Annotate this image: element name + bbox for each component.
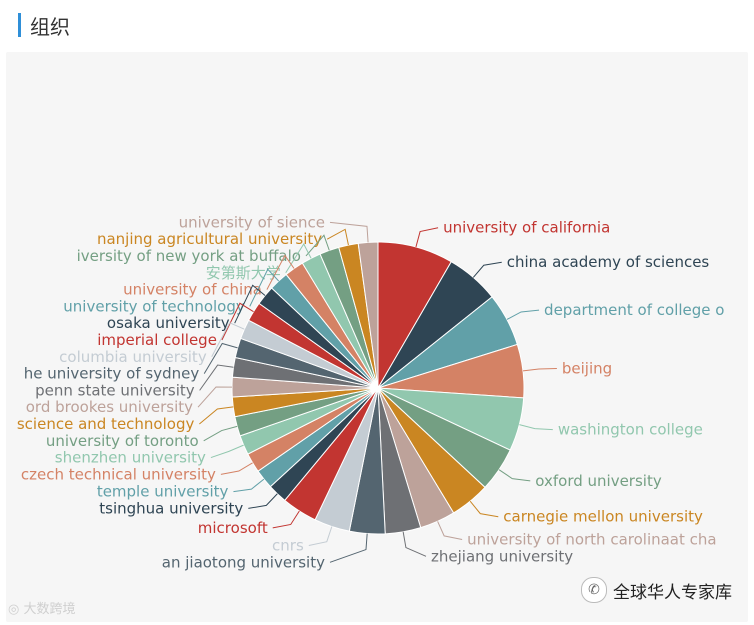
pie-label-line: [305, 234, 330, 257]
pie-label-line: [197, 386, 233, 408]
pie-label: cnrs: [272, 536, 304, 554]
pie-label: shenzhen university: [55, 449, 206, 467]
pie-label: osaka university: [107, 314, 230, 332]
pie-label: columbia university: [59, 348, 207, 366]
pie-label-line: [266, 254, 295, 290]
pie-label-line: [308, 526, 333, 546]
pie-label-line: [210, 444, 244, 459]
pie-label-line: [498, 469, 531, 482]
pie-label: oxford university: [535, 472, 662, 490]
pie-slices: [231, 241, 525, 535]
pie-label-line: [329, 221, 369, 243]
pie-label-line: [221, 302, 254, 341]
pie-label: microsoft: [198, 519, 268, 537]
pie-label-line: [199, 364, 234, 391]
watermark-right: ✆ 全球华人专家库: [581, 577, 732, 603]
watermark-left-text: 大数跨境: [23, 602, 76, 617]
pie-label-line: [234, 284, 266, 324]
pie-label: imperial college: [97, 331, 217, 349]
pie-label-line: [522, 368, 557, 372]
pie-label: zhejiang university: [431, 547, 573, 565]
pie-label-line: [329, 533, 368, 563]
pie-label-line: [472, 261, 502, 278]
section-accent-bar: [18, 13, 21, 37]
pie-label-line: [249, 268, 280, 307]
pie-label: science and technology: [17, 415, 195, 433]
pie-label: university of toronto: [46, 432, 199, 450]
pie-label: university of california: [443, 219, 610, 237]
pie-label: department of college o: [544, 301, 724, 319]
section-title: 组织: [30, 14, 70, 39]
pie-label: he university of sydney: [24, 365, 200, 383]
pie-label: ord brookes university: [26, 398, 193, 416]
weibo-icon: ◎: [8, 602, 20, 617]
pie-label-line: [272, 510, 300, 529]
pie-label-line: [285, 243, 312, 274]
pie-label-line: [199, 406, 234, 425]
pie-label: an jiaotong university: [162, 553, 325, 571]
pie-label: czech technical university: [21, 465, 216, 483]
section-header: 组织: [18, 10, 70, 40]
pie-label-line: [220, 462, 253, 475]
pie-labels: university of california china academy of…: [17, 213, 725, 571]
pie-label: university of technology: [63, 297, 245, 315]
pie-label: 安第斯大学: [206, 264, 281, 282]
pie-label: university of sience: [179, 213, 325, 231]
pie-label: china academy of sciences: [507, 253, 710, 271]
pie-label: beijing: [562, 360, 612, 378]
wechat-icon: ✆: [581, 577, 607, 603]
watermark-right-text: 全球华人专家库: [613, 582, 732, 603]
pie-label-line: [248, 493, 278, 509]
pie-label-line: [233, 478, 265, 493]
pie-label-line: [506, 309, 540, 320]
pie-label-line: [469, 500, 499, 518]
pie-label-line: [203, 425, 238, 442]
pie-label-line: [415, 227, 439, 248]
pie-label: iversity of new york at buffalo: [77, 247, 301, 265]
pie-label: penn state university: [35, 381, 195, 399]
pie-label-line: [203, 342, 238, 374]
pie-label: nanjing agricultural university: [97, 230, 322, 248]
pie-label: temple university: [97, 483, 229, 501]
pie-label: university of china: [123, 281, 262, 299]
pie-label: carnegie mellon university: [503, 508, 703, 526]
pie-label-line: [519, 424, 553, 431]
pie-label-line: [437, 521, 463, 541]
pie-label-line: [211, 322, 245, 358]
pie-label: washington college: [558, 421, 703, 439]
watermark-left: ◎ 大数跨境: [8, 598, 76, 617]
pie-label: university of north carolinaat cha: [467, 531, 716, 549]
pie-label: tsinghua university: [99, 499, 243, 517]
pie-label-line: [326, 228, 349, 246]
pie-label-line: [402, 531, 427, 557]
